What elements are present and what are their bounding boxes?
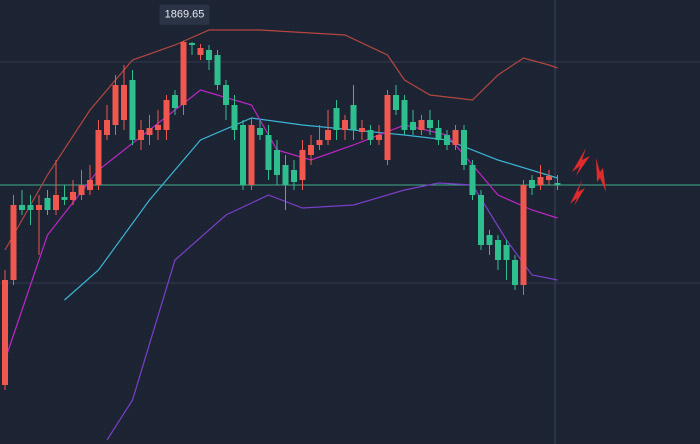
candle-body bbox=[537, 177, 544, 185]
candle-body bbox=[189, 43, 195, 45]
candle-body bbox=[197, 48, 204, 55]
candle-body bbox=[367, 130, 374, 140]
candle-body bbox=[214, 55, 221, 85]
candle-body bbox=[452, 130, 459, 145]
candle-body bbox=[61, 197, 68, 200]
candle-body bbox=[10, 205, 17, 280]
candle-body bbox=[299, 150, 306, 180]
candle-body bbox=[265, 135, 272, 170]
candle-body bbox=[418, 120, 425, 130]
candle-body bbox=[469, 165, 476, 195]
candle-body bbox=[546, 176, 552, 180]
candle-body bbox=[172, 95, 178, 108]
arrow-up bbox=[572, 148, 590, 176]
candle-body bbox=[325, 130, 331, 140]
candle-body bbox=[248, 125, 255, 185]
candle-body bbox=[240, 125, 246, 185]
candle-body bbox=[427, 120, 433, 128]
candle-body bbox=[554, 183, 561, 185]
candle-body bbox=[70, 192, 76, 200]
candle-body bbox=[112, 85, 119, 125]
candle-body bbox=[2, 280, 8, 385]
max-label-box bbox=[159, 4, 210, 25]
candle-body bbox=[461, 130, 467, 165]
candle-body bbox=[512, 260, 518, 285]
candle-body bbox=[333, 108, 340, 130]
candle-body bbox=[27, 205, 34, 210]
candle-body bbox=[308, 145, 314, 155]
candle-body bbox=[410, 122, 416, 130]
indicator-line bbox=[4, 29, 558, 251]
candle-body bbox=[257, 128, 263, 135]
arrow-up bbox=[570, 180, 585, 206]
candle-body bbox=[274, 150, 280, 175]
candle-body bbox=[87, 180, 93, 190]
candle-body bbox=[44, 198, 51, 210]
candle-body bbox=[78, 185, 85, 195]
arrows bbox=[570, 148, 606, 206]
arrow-down bbox=[596, 158, 606, 192]
candle-body bbox=[129, 80, 136, 140]
candle-body bbox=[495, 240, 501, 260]
candle-body bbox=[384, 95, 391, 160]
candle-body bbox=[393, 95, 399, 110]
candle-body bbox=[503, 245, 510, 260]
candle-body bbox=[146, 128, 153, 135]
max-label: 1869.65 bbox=[165, 9, 205, 21]
candle-body bbox=[121, 85, 127, 120]
candle-body bbox=[104, 120, 110, 135]
candle-body bbox=[282, 165, 289, 185]
candle-body bbox=[95, 130, 102, 185]
candle-body bbox=[223, 85, 229, 105]
candle-body bbox=[163, 100, 170, 130]
candle-body bbox=[444, 135, 450, 145]
candle-body bbox=[155, 125, 161, 130]
candle-body bbox=[19, 205, 25, 210]
indicator-line bbox=[4, 89, 558, 361]
candle-body bbox=[529, 180, 535, 188]
candle-body bbox=[376, 135, 382, 140]
candle-body bbox=[231, 105, 238, 130]
candle-body bbox=[138, 130, 144, 140]
candle-body bbox=[478, 195, 484, 245]
candle-body bbox=[53, 195, 59, 210]
plot: 1869.65 bbox=[0, 4, 700, 441]
candle-body bbox=[291, 170, 297, 182]
candle-body bbox=[359, 128, 365, 132]
candle-body bbox=[342, 120, 348, 130]
candle-body bbox=[486, 235, 493, 245]
candle-body bbox=[206, 50, 212, 60]
candle-body bbox=[520, 185, 527, 285]
candle-body bbox=[350, 105, 357, 130]
candle-body bbox=[36, 205, 42, 210]
candle-body bbox=[180, 42, 187, 105]
candle-body bbox=[435, 128, 442, 140]
candle-body bbox=[401, 100, 408, 130]
candle-body bbox=[316, 140, 323, 145]
